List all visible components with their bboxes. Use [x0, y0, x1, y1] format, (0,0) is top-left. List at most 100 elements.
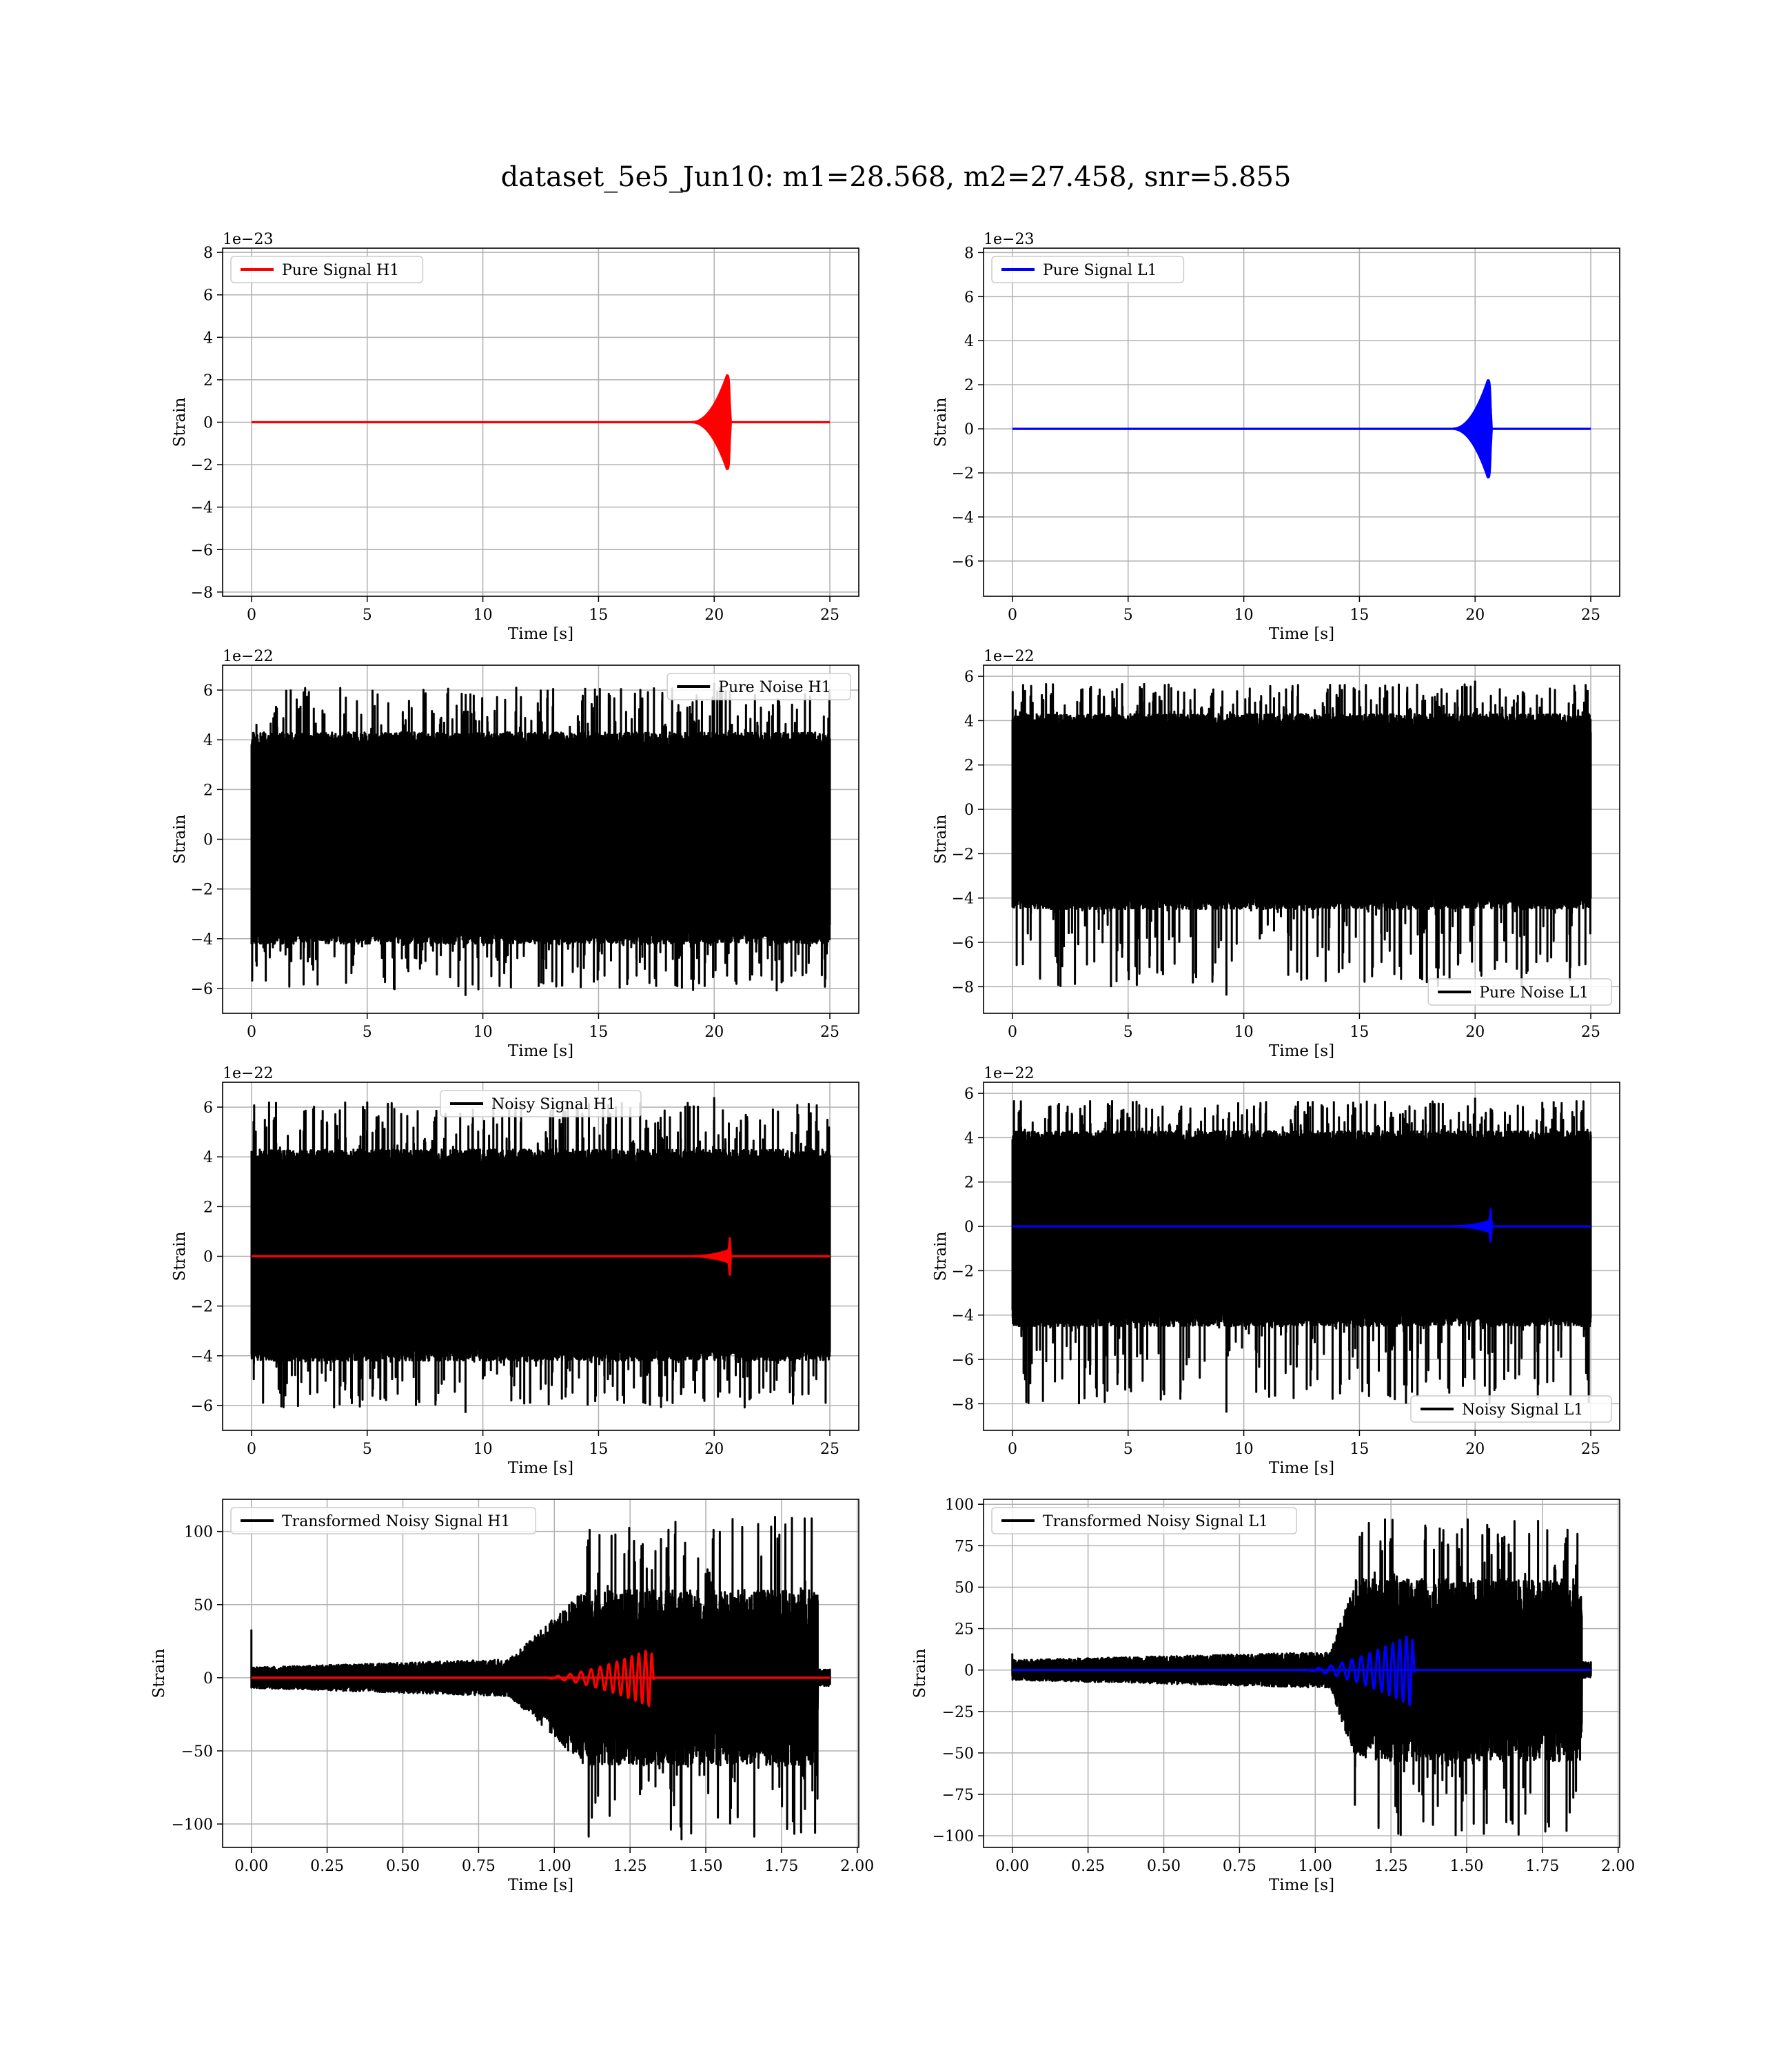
x-tick-label: 0 [247, 1441, 256, 1458]
x-tick-label: 20 [1465, 1024, 1485, 1041]
series-line-overlay [251, 1237, 831, 1276]
y-tick-label: −8 [191, 585, 213, 602]
y-offset-label: 1e−22 [223, 648, 273, 665]
y-tick-label: 2 [203, 1199, 213, 1216]
legend: Transformed Noisy Signal H1 [230, 1507, 536, 1534]
y-tick-label: −2 [952, 1263, 974, 1280]
y-tick-label: 0 [203, 1249, 213, 1266]
x-tick-label: 15 [1350, 1024, 1369, 1041]
y-tick-label: −50 [942, 1745, 974, 1763]
x-tick-label: 0.50 [1147, 1858, 1181, 1875]
series-line-transformed-noisy-signal-h1 [250, 1516, 831, 1841]
y-tick-label: −25 [942, 1704, 974, 1721]
y-tick-label: 2 [203, 782, 213, 799]
legend-box [1410, 1395, 1612, 1423]
subplot-noisy-signal-h1: 0 5 10 15 20 25 −6 −4 −2 0 2 4 6 Time [s] Strain 1e−22 N… [171, 1065, 859, 1477]
series-line-overlay [251, 1650, 831, 1707]
y-tick-label: −2 [191, 457, 213, 474]
x-tick-label: 10 [1234, 1024, 1254, 1041]
y-tick-label: −100 [172, 1816, 213, 1834]
legend-box [666, 673, 851, 700]
legend-box [230, 1507, 536, 1534]
x-tick-label: 1.50 [689, 1858, 723, 1875]
x-tick-label: 1.75 [1525, 1858, 1559, 1875]
x-tick-label: 0.75 [462, 1858, 496, 1875]
x-tick-label: 15 [1350, 607, 1369, 624]
legend-box [1427, 978, 1612, 1006]
x-tick-label: 5 [1123, 607, 1133, 624]
y-tick-label: 50 [955, 1579, 974, 1596]
x-tick-label: 15 [589, 607, 608, 624]
y-tick-label: −6 [191, 542, 213, 559]
legend: Noisy Signal L1 [1410, 1395, 1612, 1423]
x-tick-label: 20 [1465, 1441, 1485, 1458]
y-tick-label: −2 [952, 465, 974, 483]
y-axis-label: Strain [171, 814, 189, 864]
y-tick-label: −6 [191, 1398, 213, 1415]
y-tick-label: 0 [964, 421, 974, 438]
legend: Noisy Signal H1 [440, 1090, 642, 1117]
legend-label: Pure Signal L1 [1043, 262, 1157, 279]
x-tick-label: 0.00 [995, 1858, 1029, 1875]
axes-frame [983, 247, 1620, 597]
x-tick-label: 15 [1350, 1441, 1369, 1458]
y-tick-label: 50 [194, 1597, 213, 1614]
x-tick-label: 10 [1234, 607, 1254, 624]
subplot-pure-signal-l1: 0 5 10 15 20 25 −6 −4 −2 0 2 4 6 8 Time [s] Strain 1e−23… [932, 231, 1620, 643]
y-tick-label: 4 [203, 1149, 213, 1166]
subplot-noisy-signal-l1: 0 5 10 15 20 25 −8 −6 −4 −2 0 2 4 6 Time [s] Strain 1e−2… [932, 1065, 1620, 1477]
series-line-pure-signal-h1 [251, 374, 831, 470]
y-tick-label: 6 [964, 669, 974, 686]
x-axis-label: Time [s] [508, 625, 573, 643]
legend-box [440, 1090, 642, 1117]
x-tick-label: 10 [474, 1441, 493, 1458]
x-tick-label: 5 [363, 1441, 372, 1458]
y-tick-label: −6 [191, 981, 213, 998]
series-line-pure-noise-l1 [1011, 680, 1592, 996]
y-tick-label: −100 [933, 1828, 974, 1845]
y-tick-label: 0 [203, 415, 213, 432]
y-offset-label: 1e−23 [223, 231, 273, 248]
y-axis-label: Strain [932, 814, 950, 864]
x-tick-label: 20 [704, 1024, 724, 1041]
y-tick-label: −4 [191, 500, 213, 517]
x-tick-label: 20 [704, 1441, 724, 1458]
y-axis-label: Strain [911, 1648, 929, 1698]
x-tick-label: 5 [1123, 1441, 1133, 1458]
x-tick-label: 0.50 [386, 1858, 420, 1875]
y-tick-label: 4 [964, 1130, 974, 1147]
y-tick-label: 2 [964, 1175, 974, 1192]
y-axis-label: Strain [932, 1231, 950, 1281]
legend: Pure Signal H1 [230, 256, 424, 283]
x-tick-label: 1.00 [1299, 1858, 1332, 1875]
x-axis-label: Time [s] [1269, 1876, 1334, 1894]
x-axis-label: Time [s] [1269, 1042, 1334, 1060]
series-line-noisy-signal-l1 [1011, 1097, 1592, 1413]
y-tick-label: 0 [203, 832, 213, 849]
y-tick-label: 6 [964, 289, 974, 306]
y-tick-label: 8 [964, 245, 974, 262]
x-tick-label: 5 [363, 1024, 372, 1041]
x-tick-label: 25 [820, 1024, 839, 1041]
y-tick-label: −2 [191, 1299, 213, 1316]
y-offset-label: 1e−23 [984, 231, 1034, 248]
y-axis-label: Strain [171, 1231, 189, 1281]
x-tick-label: 1.50 [1450, 1858, 1484, 1875]
y-tick-label: 2 [964, 758, 974, 775]
x-tick-label: 2.00 [840, 1858, 874, 1875]
y-axis-label: Strain [171, 397, 189, 447]
plot-area [251, 374, 831, 470]
y-tick-label: −6 [952, 935, 974, 952]
y-offset-label: 1e−22 [984, 648, 1034, 665]
x-tick-label: 0.00 [234, 1858, 268, 1875]
x-tick-label: 0.75 [1223, 1858, 1256, 1875]
subplot-transformed-noisy-signal-h1: 0.00 0.25 0.50 0.75 1.00 1.25 1.50 1.75 2.00 −100… [150, 1499, 874, 1894]
y-tick-label: −6 [952, 554, 974, 571]
axes-frame [222, 1499, 859, 1848]
y-tick-label: 25 [955, 1621, 974, 1639]
x-tick-label: 15 [589, 1024, 608, 1041]
legend-label: Pure Noise L1 [1479, 984, 1589, 1002]
y-tick-label: 6 [203, 1099, 213, 1117]
